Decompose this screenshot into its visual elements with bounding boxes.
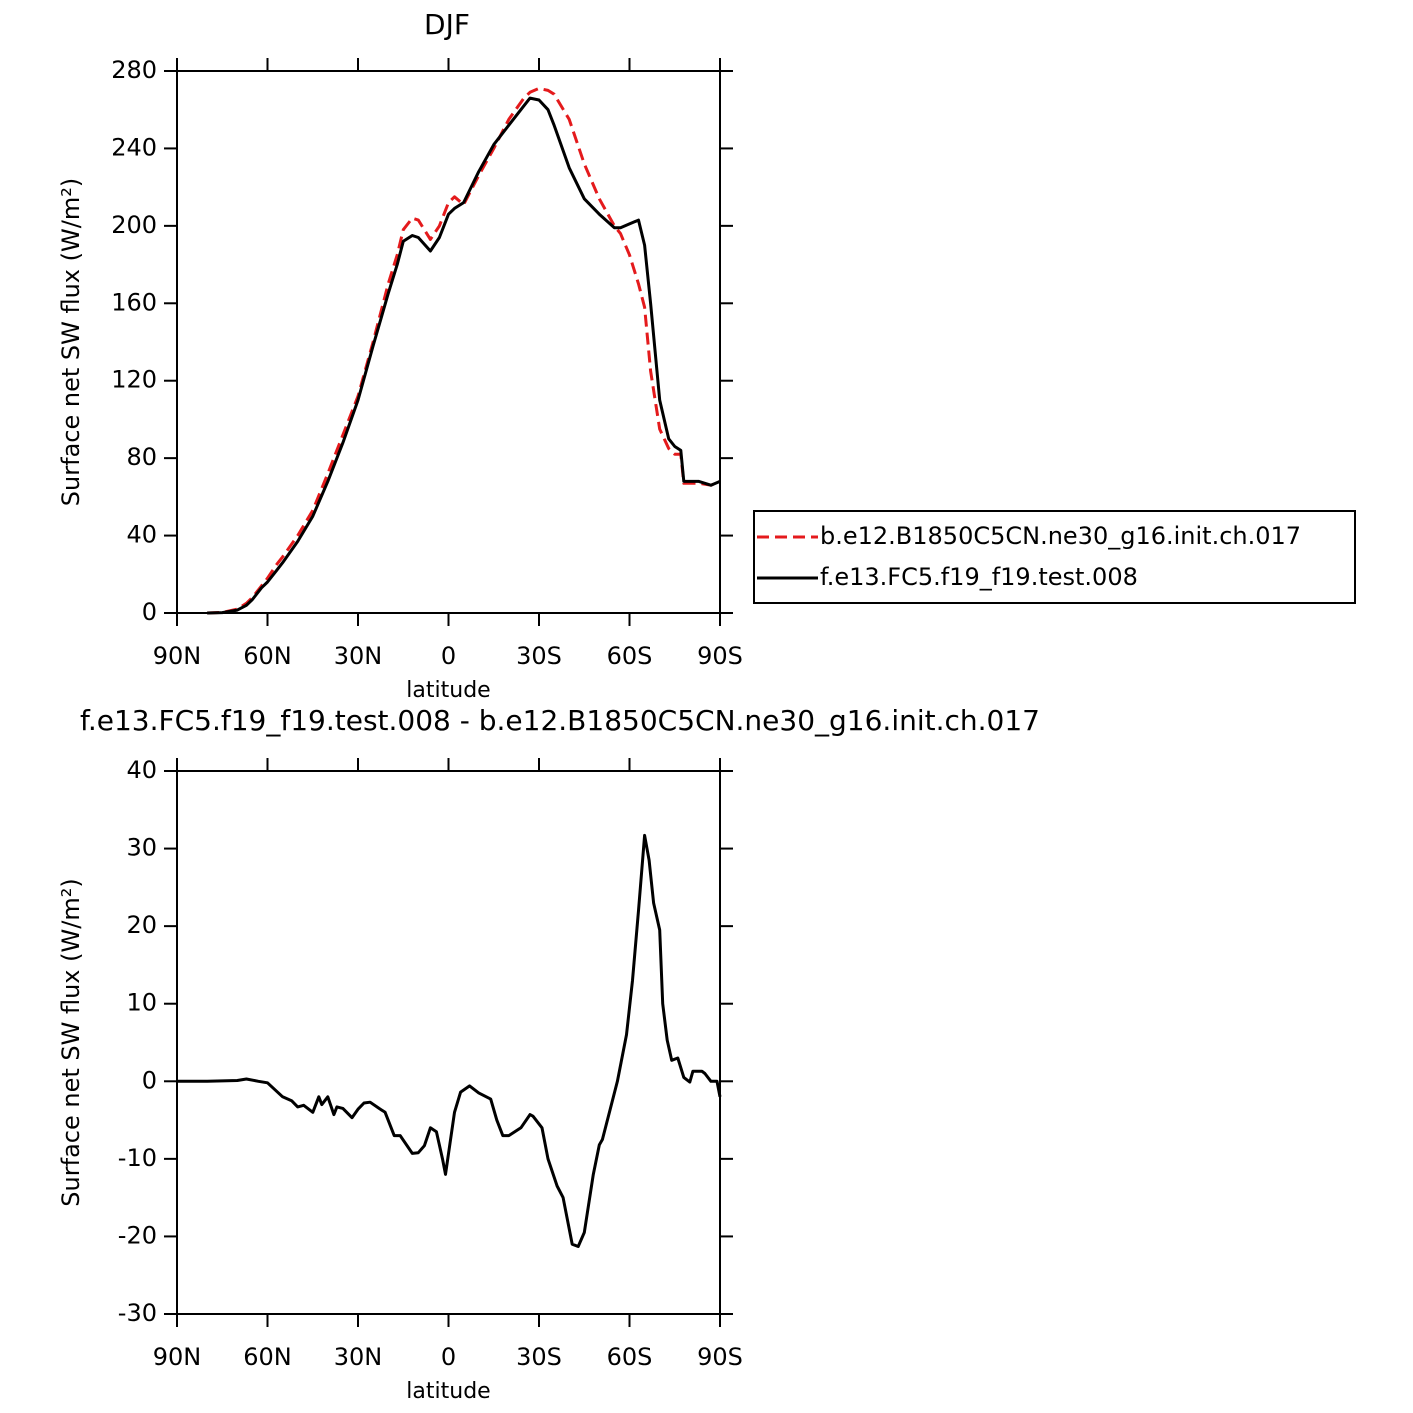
y-tick-label: 80 [126,443,157,471]
y-tick-label: 280 [111,56,157,84]
x-tick-label: 0 [441,642,456,670]
y-tick-label: 0 [142,1066,157,1094]
x-tick-label: 90N [153,1343,202,1371]
chart-title: DJF [424,8,470,41]
chart-title: f.e13.FC5.f19_f19.test.008 - b.e12.B1850… [80,704,1040,737]
plot-frame [176,70,721,614]
legend-label: b.e12.B1850C5CN.ne30_g16.init.ch.017 [820,522,1301,550]
data-line [207,86,721,615]
x-tick-label: 60S [607,1343,653,1371]
y-tick-label: -30 [118,1299,157,1327]
x-tick-label: 90S [697,642,743,670]
x-tick-label: 90S [697,1343,743,1371]
y-tick-label: 10 [126,989,157,1017]
y-tick-label: 200 [111,211,157,239]
y-tick-label: 30 [126,834,157,862]
x-tick-label: 0 [441,1343,456,1371]
x-tick-label: 30S [516,1343,562,1371]
x-axis-title: latitude [406,1379,490,1404]
y-tick-label: 0 [142,598,157,626]
x-tick-label: 60N [243,1343,292,1371]
data-line [207,96,721,615]
y-tick-label: 40 [126,756,157,784]
y-tick-label: 240 [111,133,157,161]
x-tick-label: 30S [516,642,562,670]
y-tick-label: -20 [118,1221,157,1249]
legend-box [753,510,1356,604]
x-axis-title: latitude [406,678,490,703]
plot-frame [176,770,721,1315]
y-tick-label: -10 [118,1144,157,1172]
x-tick-label: 60N [243,642,292,670]
x-tick-label: 60S [607,642,653,670]
y-tick-label: 120 [111,366,157,394]
y-axis-title: Surface net SW flux (W/m²) [57,878,85,1206]
y-tick-label: 160 [111,288,157,316]
y-tick-label: 40 [126,521,157,549]
y-tick-label: 20 [126,911,157,939]
x-tick-label: 30N [334,642,383,670]
legend-label: f.e13.FC5.f19_f19.test.008 [820,563,1138,591]
y-axis-title: Surface net SW flux (W/m²) [57,178,85,506]
x-tick-label: 30N [334,1343,383,1371]
data-line [177,833,722,1248]
x-tick-label: 90N [153,642,202,670]
